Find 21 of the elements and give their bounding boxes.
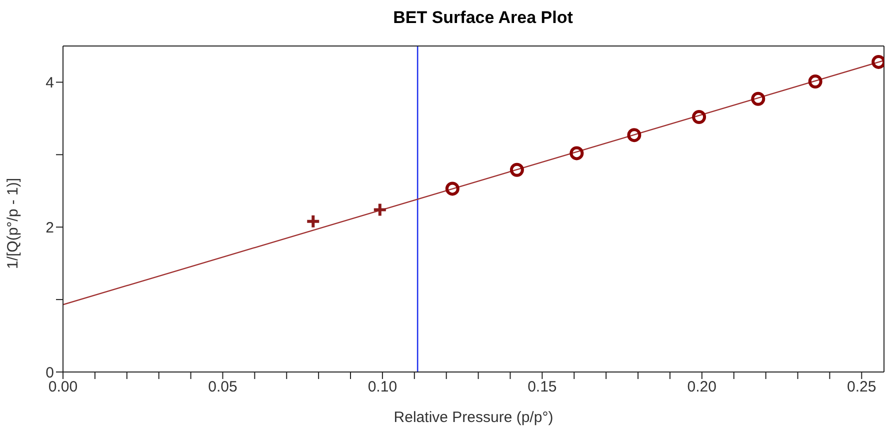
y-tick-label: 4 (46, 74, 54, 92)
x-axis-title: Relative Pressure (p/p°) (394, 409, 554, 426)
y-axis-title: 1/[Q(p°/p - 1)] (4, 178, 22, 269)
x-tick-label: 0.10 (368, 378, 398, 396)
point (692, 110, 706, 124)
x-tick-label: 0.05 (208, 378, 238, 396)
point (627, 128, 642, 142)
point (751, 92, 766, 106)
x-tick-label: 0.15 (528, 378, 557, 396)
x-tick-label: 0.20 (687, 378, 717, 396)
x-tick-label: 0.25 (847, 378, 876, 396)
point (372, 202, 388, 218)
point (510, 162, 524, 177)
point (808, 74, 822, 88)
y-tick-label: 2 (46, 219, 54, 236)
y-tick-label: 0 (46, 364, 54, 382)
point (306, 214, 321, 229)
point (570, 146, 584, 160)
point (445, 182, 460, 196)
chart-title: BET Surface Area Plot (392, 7, 574, 29)
x-tick-label: 0.00 (48, 378, 78, 396)
